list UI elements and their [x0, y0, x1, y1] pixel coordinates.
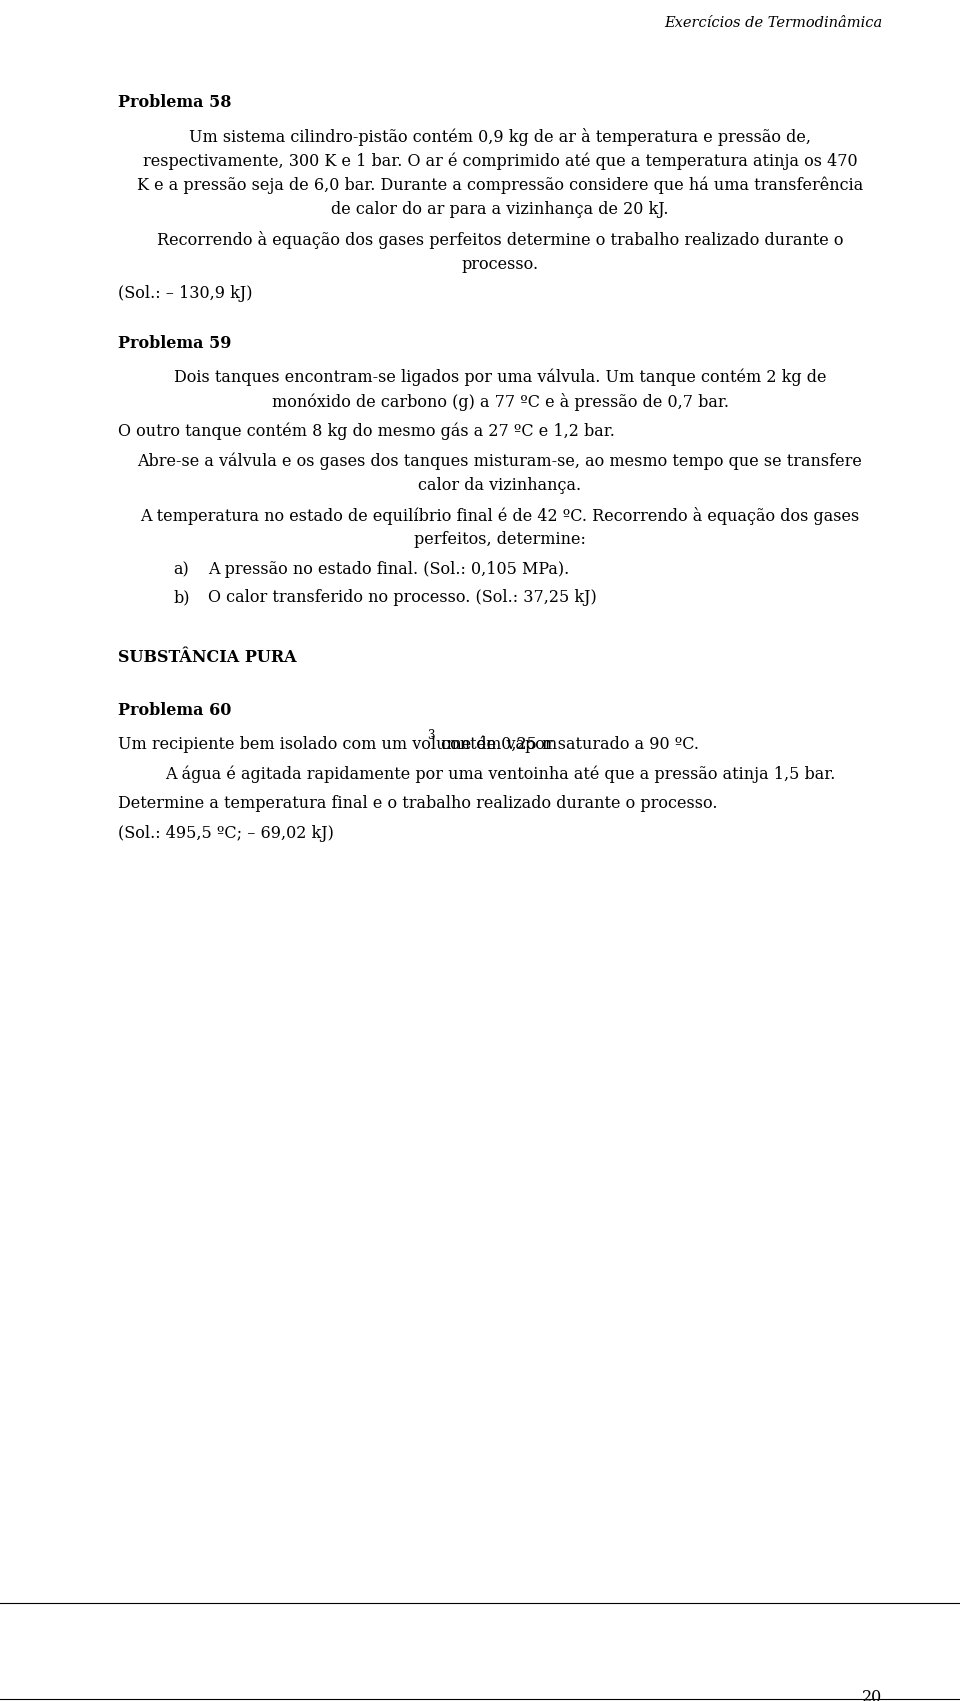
Text: A água é agitada rapidamente por uma ventoinha até que a pressão atinja 1,5 bar.: A água é agitada rapidamente por uma ven…: [165, 765, 835, 782]
Text: respectivamente, 300 K e 1 bar. O ar é comprimido até que a temperatura atinja o: respectivamente, 300 K e 1 bar. O ar é c…: [143, 151, 857, 170]
Text: A pressão no estado final. (Sol.: 0,105 MPa).: A pressão no estado final. (Sol.: 0,105 …: [208, 561, 569, 578]
Text: monóxido de carbono (g) a 77 ºC e à pressão de 0,7 bar.: monóxido de carbono (g) a 77 ºC e à pres…: [272, 393, 729, 410]
Text: (Sol.: 495,5 ºC; – 69,02 kJ): (Sol.: 495,5 ºC; – 69,02 kJ): [118, 825, 334, 842]
Text: Um sistema cilindro-pistão contém 0,9 kg de ar à temperatura e pressão de,: Um sistema cilindro-pistão contém 0,9 kg…: [189, 128, 811, 146]
Text: SUBSTÂNCIA PURA: SUBSTÂNCIA PURA: [118, 650, 297, 667]
Text: K e a pressão seja de 6,0 bar. Durante a compressão considere que há uma transfe: K e a pressão seja de 6,0 bar. Durante a…: [137, 177, 863, 194]
Text: Abre-se a válvula e os gases dos tanques misturam-se, ao mesmo tempo que se tran: Abre-se a válvula e os gases dos tanques…: [137, 452, 862, 469]
Text: Problema 60: Problema 60: [118, 703, 231, 720]
Text: O calor transferido no processo. (Sol.: 37,25 kJ): O calor transferido no processo. (Sol.: …: [208, 589, 597, 606]
Text: contém vapor saturado a 90 ºC.: contém vapor saturado a 90 ºC.: [436, 735, 699, 754]
Text: calor da vizinhança.: calor da vizinhança.: [419, 476, 582, 493]
Text: Dois tanques encontram-se ligados por uma válvula. Um tanque contém 2 kg de: Dois tanques encontram-se ligados por um…: [174, 367, 827, 386]
Text: O outro tanque contém 8 kg do mesmo gás a 27 ºC e 1,2 bar.: O outro tanque contém 8 kg do mesmo gás …: [118, 422, 614, 441]
Text: Problema 58: Problema 58: [118, 94, 231, 111]
Text: 20: 20: [862, 1689, 882, 1701]
Text: de calor do ar para a vizinhança de 20 kJ.: de calor do ar para a vizinhança de 20 k…: [331, 201, 669, 218]
Text: Problema 59: Problema 59: [118, 335, 231, 352]
Text: Recorrendo à equação dos gases perfeitos determine o trabalho realizado durante : Recorrendo à equação dos gases perfeitos…: [156, 231, 843, 248]
Text: 3: 3: [426, 728, 434, 742]
Text: (Sol.: – 130,9 kJ): (Sol.: – 130,9 kJ): [118, 286, 252, 303]
Text: Exercícios de Termodinâmica: Exercícios de Termodinâmica: [663, 15, 882, 31]
Text: a): a): [173, 561, 189, 578]
Text: Um recipiente bem isolado com um volume de 0,25 m: Um recipiente bem isolado com um volume …: [118, 735, 557, 752]
Text: perfeitos, determine:: perfeitos, determine:: [414, 531, 586, 548]
Text: processo.: processo.: [462, 255, 539, 272]
Text: b): b): [173, 589, 189, 606]
Text: A temperatura no estado de equilíbrio final é de 42 ºC. Recorrendo à equação dos: A temperatura no estado de equilíbrio fi…: [140, 507, 859, 526]
Text: Determine a temperatura final e o trabalho realizado durante o processo.: Determine a temperatura final e o trabal…: [118, 796, 717, 813]
